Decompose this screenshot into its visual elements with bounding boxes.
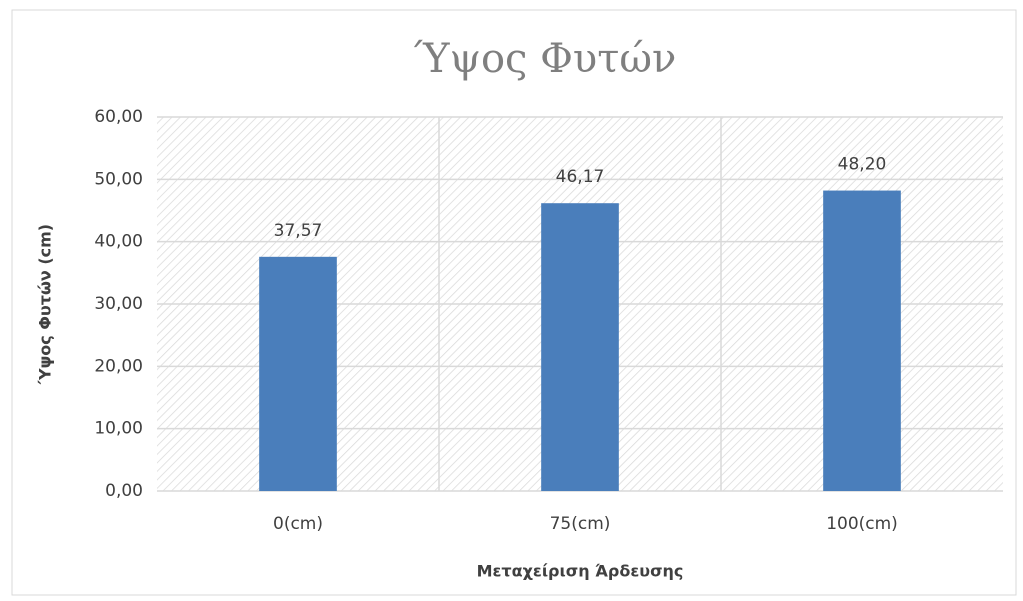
y-tick-label: 50,00: [94, 169, 143, 189]
y-tick-label: 0,00: [105, 481, 143, 501]
bar: [259, 256, 337, 491]
y-tick-label: 40,00: [94, 232, 143, 252]
chart-title: Ύψος Φυτών: [414, 36, 677, 82]
x-tick-label: 100(cm): [826, 514, 898, 534]
x-tick-label: 0(cm): [273, 514, 323, 534]
data-label: 46,17: [556, 167, 605, 187]
data-label: 48,20: [838, 155, 887, 175]
y-tick-label: 30,00: [94, 294, 143, 314]
data-label: 37,57: [274, 221, 323, 241]
y-tick-label: 10,00: [94, 419, 143, 439]
bar: [541, 203, 619, 491]
y-axis-title: Ύψος Φυτών (cm): [36, 224, 55, 385]
x-tick-label: 75(cm): [550, 514, 611, 534]
y-tick-label: 20,00: [94, 356, 143, 376]
y-tick-label: 60,00: [94, 107, 143, 127]
x-axis-title: Μεταχείριση Άρδευσης: [477, 562, 684, 581]
bar: [823, 190, 901, 491]
